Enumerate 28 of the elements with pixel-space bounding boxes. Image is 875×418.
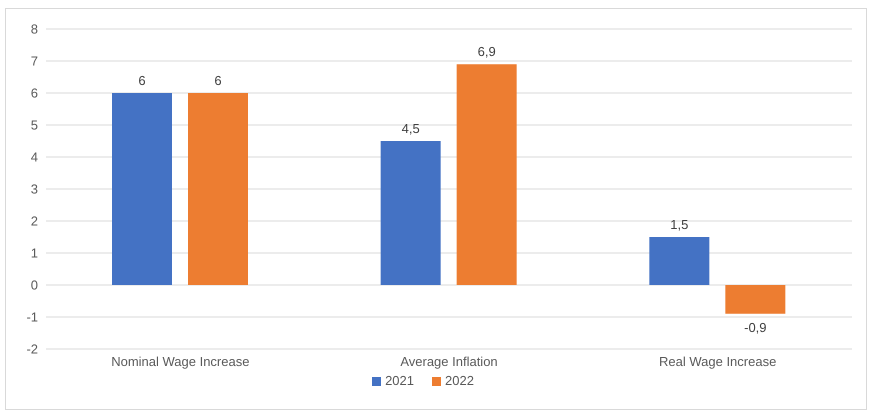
data-label: 4,5: [402, 121, 420, 136]
data-label: 6: [214, 73, 222, 88]
y-tick-label: -2: [26, 342, 38, 357]
y-tick-label: -1: [26, 310, 38, 325]
data-label: 6: [138, 73, 146, 88]
y-tick-label: 2: [30, 214, 38, 229]
y-tick-label: 1: [30, 246, 38, 261]
y-tick-label: 3: [30, 182, 38, 197]
y-tick-label: 4: [30, 150, 38, 165]
data-label: 1,5: [670, 217, 688, 232]
y-tick-label: 0: [30, 278, 38, 293]
x-tick-label: Nominal Wage Increase: [111, 354, 250, 370]
bar: [188, 93, 248, 285]
bar: [380, 141, 441, 285]
bar: [456, 64, 517, 285]
data-label: 6,9: [478, 44, 496, 60]
bar: [725, 285, 786, 314]
y-tick-label: 6: [30, 86, 38, 101]
legend-label: 2022: [445, 373, 474, 388]
bar: [112, 93, 172, 285]
x-tick-label: Average Inflation: [400, 354, 498, 370]
legend-label: 2021: [385, 373, 414, 388]
y-tick-label: 7: [30, 54, 38, 69]
y-tick-label: 5: [30, 118, 38, 133]
y-tick-label: 8: [30, 22, 38, 37]
x-tick-label: Real Wage Increase: [659, 354, 776, 370]
bar: [649, 237, 710, 285]
data-label: -0,9: [744, 320, 767, 335]
